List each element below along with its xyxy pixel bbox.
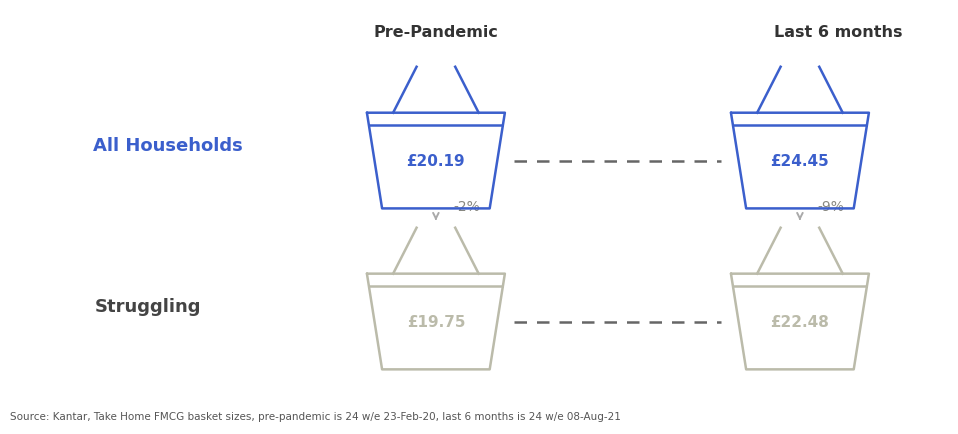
Text: Pre-Pandemic: Pre-Pandemic xyxy=(374,25,498,40)
Text: £19.75: £19.75 xyxy=(406,314,466,329)
Text: £20.19: £20.19 xyxy=(406,154,466,169)
Text: £24.45: £24.45 xyxy=(770,154,830,169)
Text: All Households: All Households xyxy=(93,136,242,155)
Text: Struggling: Struggling xyxy=(95,297,202,315)
Text: -9%: -9% xyxy=(817,200,844,214)
Text: Last 6 months: Last 6 months xyxy=(774,25,902,40)
Text: Source: Kantar, Take Home FMCG basket sizes, pre-pandemic is 24 w/e 23-Feb-20, l: Source: Kantar, Take Home FMCG basket si… xyxy=(10,411,621,421)
Text: £22.48: £22.48 xyxy=(770,314,830,329)
Text: -2%: -2% xyxy=(453,200,480,214)
FancyArrowPatch shape xyxy=(797,214,803,219)
FancyArrowPatch shape xyxy=(433,214,439,219)
